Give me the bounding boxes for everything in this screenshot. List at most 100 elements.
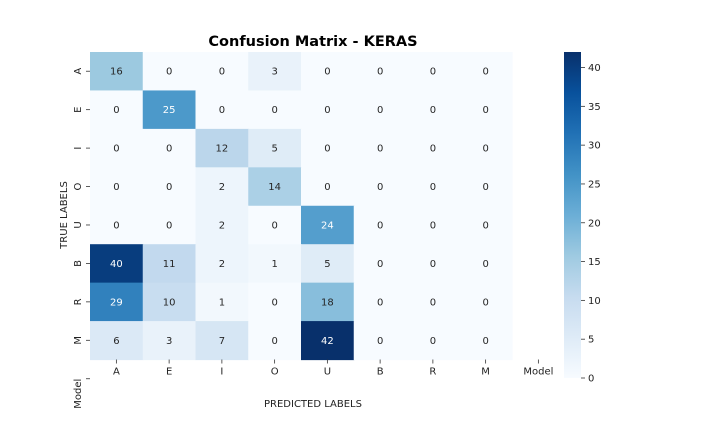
- cell-value-label: 0: [430, 182, 436, 193]
- x-tick-label: B: [377, 367, 384, 378]
- colorbar-tick-label: 15: [588, 257, 601, 268]
- heatmap-cell-M-B: [353, 321, 408, 361]
- x-tick-label: U: [324, 367, 331, 378]
- y-tick-label: O: [73, 182, 84, 190]
- cell-value-label: 0: [113, 105, 119, 116]
- cell-value-label: 0: [377, 259, 383, 270]
- heatmap-cell-O-O: [248, 167, 302, 207]
- y-axis-label: TRUE LABELS: [59, 181, 70, 250]
- heatmap-cell-R-M: [459, 282, 513, 322]
- cell-value-label: 1: [271, 259, 277, 270]
- cell-value-label: 25: [163, 105, 176, 116]
- y-tick-label: E: [73, 106, 84, 112]
- cell-value-label: 0: [377, 67, 383, 78]
- cell-value-label: 2: [219, 182, 225, 193]
- heatmap-cell-E-I: [195, 90, 249, 130]
- cell-value-label: 0: [166, 220, 172, 231]
- cell-value-label: 0: [482, 144, 488, 155]
- heatmap-cell-E-U: [301, 90, 355, 130]
- heatmap-cell-I-B: [353, 128, 408, 168]
- heatmap-cell-B-M: [459, 244, 513, 284]
- cell-value-label: 0: [482, 182, 488, 193]
- heatmap-cell-U-I: [195, 205, 249, 245]
- cell-value-label: 0: [482, 105, 488, 116]
- cell-value-label: 0: [430, 297, 436, 308]
- cell-value-label: 0: [166, 182, 172, 193]
- colorbar-tick-label: 5: [588, 335, 594, 346]
- heatmap-cell-O-M: [459, 167, 513, 207]
- cell-value-label: 0: [482, 336, 488, 347]
- cell-value-label: 29: [110, 297, 123, 308]
- heatmap-cell-R-I: [195, 282, 249, 322]
- cell-value-label: 0: [430, 105, 436, 116]
- cell-value-label: 14: [268, 182, 281, 193]
- cell-value-label: 12: [216, 144, 229, 155]
- colorbar-ticks: 0 5 10 15 20 25 30 35 40: [581, 63, 601, 385]
- cell-value-label: 0: [377, 105, 383, 116]
- heatmap-cell-I-R: [406, 128, 460, 168]
- heatmap-cell-I-E: [142, 128, 197, 168]
- cell-value-label: 0: [219, 67, 225, 78]
- cell-value-label: 0: [430, 67, 436, 78]
- heatmap-grid: 16 0 0 3 0 0 0 00 25 0 0 0 0 0 00 0 12 5 0 0 0 00 0 2 14 0 0 0 00 0 2 0…: [90, 52, 513, 361]
- colorbar-tick-label: 40: [588, 63, 601, 74]
- cell-value-label: 0: [271, 336, 277, 347]
- cell-value-label: 0: [377, 182, 383, 193]
- heatmap-cell-U-U: [301, 205, 355, 245]
- heatmap-cell-I-M: [459, 128, 513, 168]
- heatmap-cell-R-O: [248, 282, 302, 322]
- cell-value-label: 18: [321, 297, 334, 308]
- y-tick-label: Model: [73, 379, 84, 409]
- x-axis-ticks: A E I O U B R M Model: [113, 359, 553, 378]
- colorbar-tick-label: 10: [588, 296, 601, 307]
- cell-value-label: 0: [324, 67, 330, 78]
- cell-value-label: 0: [377, 336, 383, 347]
- heatmap-cell-R-E: [142, 282, 197, 322]
- heatmap-cell-M-M: [459, 321, 513, 361]
- heatmap-cell-U-R: [406, 205, 460, 245]
- heatmap-cell-U-M: [459, 205, 513, 245]
- heatmap-cell-B-E: [142, 244, 197, 284]
- cell-value-label: 0: [324, 144, 330, 155]
- cell-value-label: 0: [430, 259, 436, 270]
- x-tick-label: M: [481, 367, 490, 378]
- cell-value-label: 0: [113, 144, 119, 155]
- colorbar-gradient: [564, 52, 581, 378]
- cell-value-label: 40: [110, 259, 123, 270]
- heatmap-cell-U-A: [90, 205, 144, 245]
- colorbar-tick-label: 35: [588, 102, 601, 113]
- y-axis-ticks: A E I O U B R M Model: [73, 68, 90, 409]
- cell-value-label: 0: [271, 105, 277, 116]
- heatmap-cell-M-I: [195, 321, 249, 361]
- cell-value-label: 0: [377, 220, 383, 231]
- cell-value-label: 0: [482, 220, 488, 231]
- heatmap-cell-R-B: [353, 282, 408, 322]
- heatmap-cell-B-B: [353, 244, 408, 284]
- y-tick-label: A: [73, 68, 84, 75]
- x-tick-label: R: [429, 367, 436, 378]
- heatmap-cell-I-I: [195, 128, 249, 168]
- heatmap-cell-M-O: [248, 321, 302, 361]
- cell-value-label: 0: [377, 297, 383, 308]
- cell-value-label: 42: [321, 336, 334, 347]
- colorbar: 0 5 10 15 20 25 30 35 40: [564, 52, 601, 385]
- heatmap-cell-R-U: [301, 282, 355, 322]
- heatmap-cell-U-E: [142, 205, 197, 245]
- heatmap-cell-A-O: [248, 52, 302, 92]
- heatmap-cell-E-M: [459, 90, 513, 130]
- x-tick-label: O: [271, 367, 279, 378]
- y-tick-label: R: [73, 298, 84, 305]
- cell-value-label: 10: [163, 297, 176, 308]
- cell-value-label: 11: [163, 259, 176, 270]
- heatmap-cell-A-I: [195, 52, 249, 92]
- heatmap-cell-B-U: [301, 244, 355, 284]
- heatmap-cell-I-U: [301, 128, 355, 168]
- colorbar-tick-label: 0: [588, 374, 594, 385]
- heatmap-cell-R-R: [406, 282, 460, 322]
- heatmap-cell-E-E: [142, 90, 197, 130]
- heatmap-cell-M-R: [406, 321, 460, 361]
- heatmap-cell-O-B: [353, 167, 408, 207]
- chart-title: Confusion Matrix - KERAS: [208, 34, 417, 50]
- cell-value-label: 0: [113, 220, 119, 231]
- heatmap-cell-A-M: [459, 52, 513, 92]
